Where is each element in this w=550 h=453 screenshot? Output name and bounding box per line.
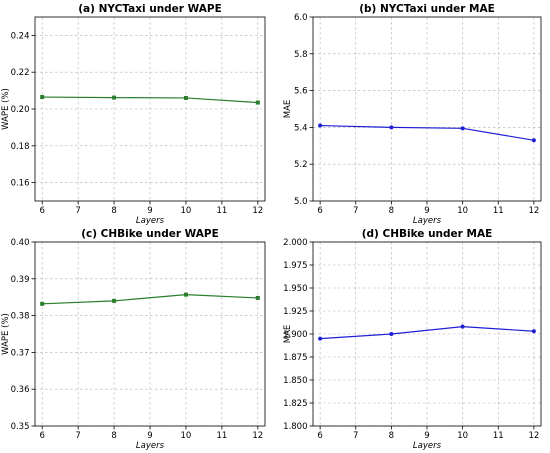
y-tick-label: 0.18 [11, 142, 30, 152]
y-tick-label: 0.39 [11, 275, 30, 285]
data-point [531, 138, 536, 143]
x-tick-label: 10 [457, 431, 468, 441]
chart-title: (c) CHBike under WAPE [81, 228, 219, 240]
y-tick-label: 5.0 [294, 197, 308, 207]
y-axis-label: WAPE (%) [1, 313, 11, 355]
chart-panel-1: 6 7 8 9 10 11 12 5.0 5.2 5.4 5.6 5.8 6.0 (b) NYCTaxi … [283, 3, 542, 226]
y-tick-label: 6.0 [294, 13, 308, 23]
x-tick-label: 12 [252, 206, 263, 216]
x-tick-label: 8 [389, 206, 394, 216]
data-point [112, 95, 117, 100]
x-tick-label: 9 [147, 431, 152, 441]
data-point [318, 336, 323, 341]
x-tick-label: 7 [75, 206, 80, 216]
x-tick-label: 7 [353, 206, 358, 216]
x-tick-label: 11 [493, 206, 504, 216]
series-line [320, 326, 534, 340]
y-tick-label: 0.22 [11, 68, 30, 78]
x-tick-label: 6 [39, 431, 44, 441]
y-tick-label: 2.000 [283, 238, 307, 248]
y-tick-label: 1.875 [283, 353, 307, 363]
data-point [460, 324, 465, 329]
chart-panel-0: 6 7 8 9 10 11 12 0.16 0.18 0.20 0.22 0.24 (a) NYCTax… [1, 3, 266, 226]
y-tick-label: 5.8 [294, 50, 308, 60]
y-tick-label: 1.800 [283, 422, 307, 432]
y-axis-label: MAE [283, 100, 293, 119]
x-axis-label: Layers [136, 216, 165, 226]
y-tick-label: 0.36 [11, 385, 30, 395]
y-tick-label: 5.6 [294, 87, 308, 97]
x-tick-label: 12 [252, 431, 263, 441]
y-tick-label: 1.975 [283, 261, 307, 271]
y-tick-label: 0.24 [11, 31, 30, 41]
x-tick-label: 12 [528, 431, 539, 441]
y-tick-label: 0.16 [11, 179, 30, 189]
series-line [42, 294, 258, 305]
data-point [112, 298, 117, 303]
y-tick-label: 1.925 [283, 307, 307, 317]
data-point [183, 95, 188, 100]
x-tick-label: 12 [528, 206, 539, 216]
x-tick-label: 6 [317, 206, 322, 216]
x-axis-label: Layers [413, 441, 442, 451]
data-point [389, 332, 394, 336]
x-tick-label: 9 [424, 206, 429, 216]
y-tick-label: 1.850 [283, 376, 307, 386]
x-tick-label: 11 [216, 206, 227, 216]
y-axis-label: MAE [283, 325, 293, 344]
y-tick-label: 1.900 [283, 330, 307, 340]
x-tick-label: 8 [111, 431, 116, 441]
data-point [255, 100, 260, 105]
x-tick-label: 6 [317, 431, 322, 441]
series-line [320, 124, 534, 141]
x-tick-label: 10 [181, 206, 192, 216]
data-point [183, 292, 188, 297]
y-tick-label: 0.35 [11, 422, 30, 432]
chart-title: (d) CHBike under MAE [362, 228, 493, 240]
x-tick-label: 8 [389, 431, 394, 441]
x-tick-label: 9 [147, 206, 152, 216]
x-tick-label: 11 [493, 431, 504, 441]
x-axis-label: Layers [136, 441, 165, 451]
y-tick-label: 1.825 [283, 399, 307, 409]
chart-panel-3: 6 7 8 9 10 11 12 1.800 1.825 1.850 1.875 1.900 1.925… [283, 228, 542, 451]
chart-title: (b) NYCTaxi under MAE [359, 3, 495, 15]
series-line [42, 96, 258, 104]
y-tick-label: 5.4 [294, 123, 308, 133]
data-point [318, 123, 323, 128]
chart-panel-2: 6 7 8 9 10 11 12 0.35 0.36 0.37 0.38 0.39 0.40 (c) CH… [1, 228, 266, 451]
x-tick-label: 9 [424, 431, 429, 441]
y-tick-label: 0.40 [11, 238, 30, 248]
x-tick-label: 7 [75, 431, 80, 441]
y-axis-label: WAPE (%) [1, 88, 11, 130]
data-point [460, 126, 465, 131]
data-point [389, 125, 394, 130]
data-point [40, 301, 45, 306]
x-tick-label: 8 [111, 206, 116, 216]
y-tick-label: 0.38 [11, 312, 30, 322]
x-tick-label: 11 [216, 431, 227, 441]
y-tick-label: 0.37 [11, 348, 30, 358]
x-axis-label: Layers [413, 216, 442, 226]
x-tick-label: 7 [353, 431, 358, 441]
data-point [40, 95, 45, 100]
y-tick-label: 0.20 [11, 105, 30, 115]
y-tick-label: 5.2 [294, 160, 308, 170]
x-tick-label: 10 [181, 431, 192, 441]
y-tick-label: 1.950 [283, 284, 307, 294]
data-point [531, 329, 536, 334]
x-tick-label: 10 [457, 206, 468, 216]
chart-title: (a) NYCTaxi under WAPE [78, 3, 222, 15]
x-tick-label: 6 [39, 206, 44, 216]
data-point [255, 295, 260, 300]
